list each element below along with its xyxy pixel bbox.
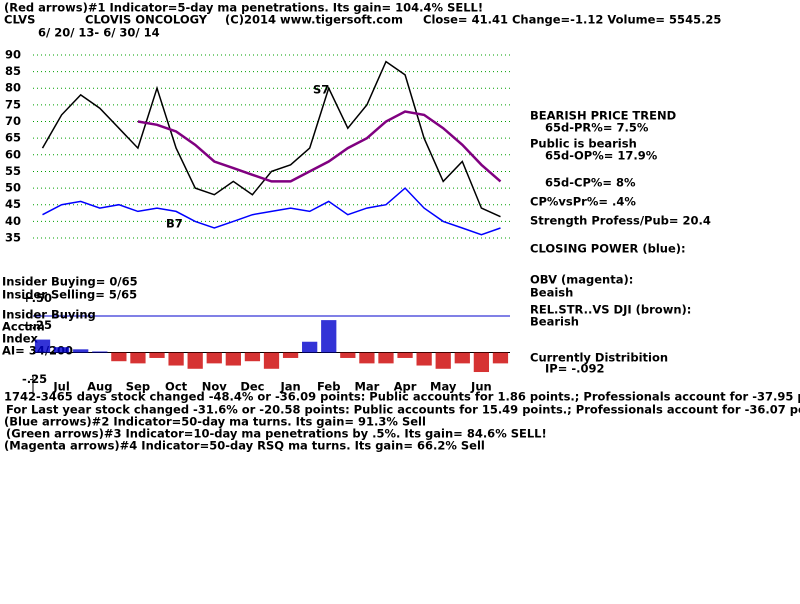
signal-label: S7 bbox=[313, 83, 329, 97]
footer-text: For Last year stock changed -31.6% or -2… bbox=[6, 403, 800, 417]
y-tick-label: 75 bbox=[5, 97, 21, 111]
series-line bbox=[42, 187, 501, 236]
series-line bbox=[41, 60, 501, 218]
y-tick-label: 70 bbox=[5, 114, 21, 128]
accum-bar bbox=[282, 352, 299, 358]
y-tick-label: 55 bbox=[5, 164, 21, 178]
left-text: Index bbox=[2, 332, 38, 346]
y-tick-label: 60 bbox=[5, 147, 21, 161]
side-text: 65d-OP%= 17.9% bbox=[545, 149, 658, 163]
footer-text: 1742-3465 days stock changed -48.4% or -… bbox=[4, 390, 800, 404]
side-text: REL.STR..VS DJI (brown): bbox=[530, 303, 691, 317]
x-tick-label: Jun bbox=[470, 380, 492, 394]
accum-bar bbox=[263, 352, 280, 369]
side-text: 65d-PR%= 7.5% bbox=[545, 121, 649, 135]
y-tick-label: 50 bbox=[5, 181, 21, 195]
y-tick-label: -.25 bbox=[22, 372, 47, 386]
x-tick-label: Feb bbox=[317, 380, 340, 394]
copyright: (C)2014 www.tigersoft.com bbox=[225, 13, 403, 27]
x-tick-label: Dec bbox=[240, 380, 264, 394]
accum-bar bbox=[206, 352, 222, 364]
accum-bar bbox=[111, 352, 127, 362]
side-text: Beaish bbox=[530, 286, 573, 300]
side-text: CP%vsPr%= .4% bbox=[530, 195, 636, 209]
accum-bar bbox=[397, 352, 413, 358]
y-tick-label: 40 bbox=[5, 214, 21, 228]
accum-bar bbox=[416, 352, 432, 366]
footer-text: (Blue arrows)#2 Indicator=50-day ma turn… bbox=[4, 415, 426, 429]
accum-bar bbox=[321, 320, 337, 353]
x-tick-label: Apr bbox=[394, 380, 417, 394]
side-text: Strength Profess/Pub= 20.4 bbox=[530, 214, 711, 228]
side-text: OBV (magenta): bbox=[530, 273, 633, 287]
accum-bar bbox=[92, 351, 108, 353]
series-line bbox=[137, 110, 502, 183]
signal-label: B7 bbox=[166, 217, 183, 231]
y-tick-label: 35 bbox=[5, 231, 21, 245]
accum-bar bbox=[225, 352, 241, 366]
y-tick-label: 90 bbox=[5, 47, 21, 61]
symbol: CLVS bbox=[4, 13, 35, 27]
x-tick-label: Oct bbox=[165, 380, 188, 394]
left-text: Insider Selling= 5/65 bbox=[2, 288, 137, 302]
x-tick-label: Nov bbox=[202, 380, 228, 394]
footer-text: (Green arrows)#3 Indicator=10-day ma pen… bbox=[6, 427, 547, 441]
company: CLOVIS ONCOLOGY bbox=[85, 13, 208, 27]
y-tick-label: +.25 bbox=[22, 318, 52, 332]
x-tick-label: May bbox=[430, 380, 457, 394]
side-text: CLOSING POWER (blue): bbox=[530, 242, 686, 256]
side-text: Currently Distribition bbox=[530, 351, 668, 365]
left-text: Insider Buying= 0/65 bbox=[2, 275, 138, 289]
x-tick-label: Aug bbox=[87, 380, 112, 394]
accum-bar bbox=[302, 341, 318, 353]
accum-bar bbox=[130, 352, 146, 364]
y-tick-label: 45 bbox=[5, 197, 21, 211]
footer-text: (Magenta arrows)#4 Indicator=50-day RSQ … bbox=[4, 439, 485, 453]
accum-bar bbox=[168, 352, 184, 366]
x-tick-label: Jan bbox=[279, 380, 300, 394]
accum-bar bbox=[340, 352, 356, 358]
y-tick-label: 65 bbox=[5, 131, 21, 145]
side-text: Bearish bbox=[530, 315, 579, 329]
side-text: Public is bearish bbox=[530, 137, 637, 151]
accum-bar bbox=[53, 347, 70, 353]
accum-bar bbox=[435, 352, 451, 369]
accum-bar bbox=[149, 352, 165, 358]
y-tick-label: +.50 bbox=[22, 291, 52, 305]
accum-bar bbox=[244, 352, 261, 362]
accum-bar bbox=[73, 349, 89, 353]
left-text: Accum bbox=[2, 320, 45, 334]
x-tick-label: Jul bbox=[52, 380, 69, 394]
accum-bar bbox=[187, 352, 203, 369]
y-tick-label: 85 bbox=[5, 64, 21, 78]
accum-bar bbox=[34, 339, 51, 353]
accum-bar bbox=[473, 352, 490, 373]
quote: Close= 41.41 Change=-1.12 Volume= 5545.2… bbox=[423, 13, 721, 27]
left-text: Insider Buying bbox=[2, 308, 96, 322]
side-text: IP= -.092 bbox=[545, 362, 605, 376]
x-tick-label: Mar bbox=[354, 380, 379, 394]
accum-bar bbox=[492, 352, 509, 364]
accum-bar bbox=[454, 352, 470, 364]
side-text: BEARISH PRICE TREND bbox=[530, 109, 676, 123]
accum-bar bbox=[378, 352, 394, 364]
accum-bar bbox=[359, 352, 375, 364]
date-range: 6/ 20/ 13- 6/ 30/ 14 bbox=[38, 26, 160, 40]
header-line: (Red arrows)#1 Indicator=5-day ma penetr… bbox=[4, 1, 483, 15]
side-text: 65d-CP%= 8% bbox=[545, 176, 636, 190]
y-tick-label: 80 bbox=[5, 81, 21, 95]
x-tick-label: Sep bbox=[126, 380, 150, 394]
